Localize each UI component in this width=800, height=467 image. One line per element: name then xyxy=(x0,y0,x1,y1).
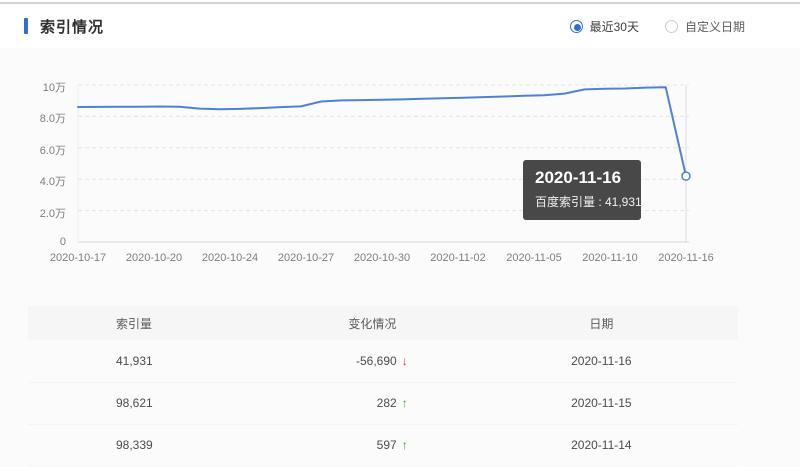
tooltip-value: 百度索引量 : 41,931 xyxy=(535,195,642,209)
index-trend-chart-area[interactable]: 10万 8.0万 6.0万 4.0万 2.0万 0 2020-10-17 2020-10-20… xyxy=(0,60,800,275)
arrow-down-icon: ↓ xyxy=(401,353,408,368)
x-axis-tick-label: 2020-10-17 xyxy=(49,252,107,264)
table-row: 41,931 -56,690 ↓ 2020-11-16 xyxy=(28,340,738,382)
change-value: 597 xyxy=(376,438,397,452)
x-axis-tick-label: 2020-11-05 xyxy=(506,252,562,264)
x-axis-tick-label: 2020-11-02 xyxy=(430,252,486,264)
change-cell: 597 ↑ xyxy=(241,424,504,466)
page-title: 索引情况 xyxy=(40,18,105,36)
x-axis-tick-label: 2020-10-24 xyxy=(201,252,259,264)
index-table-body: 41,931 -56,690 ↓ 2020-11-16 98,621 282 ↑ 2… xyxy=(28,340,738,466)
chart-tooltip: 2020-11-16 百度索引量 : 41,931 xyxy=(523,160,642,220)
x-axis-tick-label: 2020-10-20 xyxy=(125,252,183,264)
header-index-volume: 索引量 xyxy=(116,316,153,331)
index-volume-cell: 98,339 xyxy=(116,438,153,452)
top-divider xyxy=(0,2,800,4)
radio-label-last-30-days: 最近30天 xyxy=(589,19,639,34)
x-axis-tick-label: 2020-10-27 xyxy=(277,252,335,264)
date-range-radio-group: 最近30天 自定义日期 xyxy=(569,18,745,35)
y-axis-tick-label: 10万 xyxy=(42,82,66,94)
date-cell: 2020-11-16 xyxy=(571,353,632,368)
index-history-table: 索引量 变化情况 日期 41,931 -56,690 ↓ 2020-11-16 9… xyxy=(28,306,738,467)
table-row: 98,621 282 ↑ 2020-11-15 xyxy=(28,382,738,424)
top-margin xyxy=(0,0,800,2)
y-axis-tick-label: 4.0万 xyxy=(39,176,66,189)
y-axis-tick-label: 0 xyxy=(59,236,66,248)
x-axis-tick-label: 2020-11-16 xyxy=(658,252,714,264)
header-change: 变化情况 xyxy=(348,316,397,331)
table-header-row: 索引量 变化情况 日期 xyxy=(28,306,738,340)
y-axis-tick-label: 8.0万 xyxy=(39,113,66,126)
table-row: 98,339 597 ↑ 2020-11-14 xyxy=(28,424,738,466)
change-value: -56,690 xyxy=(355,353,397,368)
index-volume-cell: 98,621 xyxy=(116,396,153,410)
radio-option-custom-date[interactable]: 自定义日期 xyxy=(664,18,745,35)
x-axis-tick-label: 2020-11-10 xyxy=(582,252,638,264)
header-date: 日期 xyxy=(589,316,614,331)
index-volume-cell: 41,931 xyxy=(116,353,153,368)
change-cell: 282 ↑ xyxy=(241,382,504,424)
data-point-marker xyxy=(681,171,691,181)
index-history-table-wrap: 索引量 变化情况 日期 41,931 -56,690 ↓ 2020-11-16 9… xyxy=(28,306,738,467)
date-cell: 2020-11-15 xyxy=(571,396,632,410)
y-axis-tick-label: 2.0万 xyxy=(39,207,66,220)
change-cell: -56,690 ↓ xyxy=(241,340,504,382)
y-axis-tick-label: 6.0万 xyxy=(39,144,66,157)
date-cell: 2020-11-14 xyxy=(571,438,632,452)
radio-option-last-30-days[interactable]: 最近30天 xyxy=(569,18,639,35)
page-header: 索引情况 最近30天 自定义日期 xyxy=(0,4,800,48)
arrow-up-icon: ↑ xyxy=(401,438,408,452)
radio-label-custom-date: 自定义日期 xyxy=(684,19,745,34)
radio-unselected-icon xyxy=(664,19,678,33)
index-trend-chart[interactable] xyxy=(0,60,800,275)
radio-selected-icon xyxy=(569,19,583,33)
tooltip-date: 2020-11-16 xyxy=(535,168,622,187)
x-axis-tick-label: 2020-10-30 xyxy=(353,252,411,264)
arrow-up-icon: ↑ xyxy=(401,396,408,410)
change-value: 282 xyxy=(376,396,397,410)
accent-bar xyxy=(24,18,28,34)
index-line-series xyxy=(77,86,687,178)
